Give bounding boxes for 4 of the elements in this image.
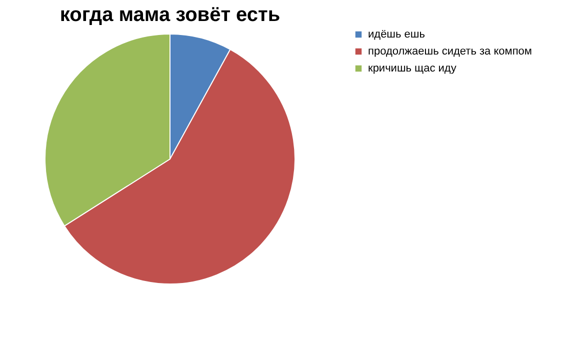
legend-label: кричишь щас иду <box>368 62 457 74</box>
legend-label: идёшь ешь <box>368 28 426 40</box>
legend-label: продолжаешь сидеть за компом <box>368 46 532 58</box>
chart-title: когда мама зовёт есть <box>60 4 280 26</box>
